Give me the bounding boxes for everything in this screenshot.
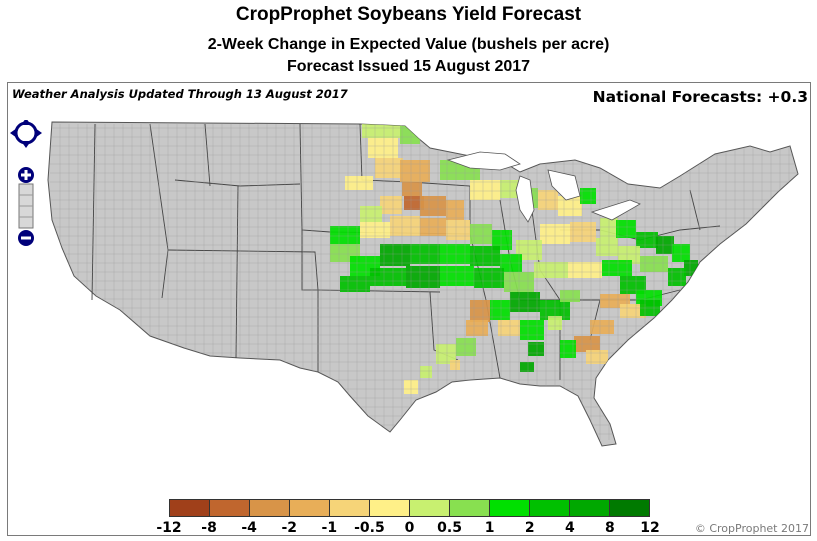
county-patch [446, 220, 470, 240]
county-patch [446, 200, 464, 220]
map-title: CropProphet Soybeans Yield Forecast [235, 4, 582, 25]
lake-michigan [515, 175, 535, 223]
legend-tick-label: -2 [281, 520, 298, 536]
county-patch [560, 340, 576, 358]
legend-tick-label: 4 [564, 520, 575, 536]
county-patch [590, 320, 614, 334]
legend-swatch [610, 500, 649, 516]
county-patch [560, 290, 580, 302]
county-patch [620, 304, 646, 318]
legend-swatch [570, 500, 610, 516]
weather-analysis-note: Weather Analysis Updated Through 13 Augu… [12, 87, 348, 101]
county-patch [602, 260, 632, 276]
county-patch [636, 232, 658, 248]
legend-tick-label: -8 [201, 520, 217, 536]
county-patch [466, 320, 488, 336]
county-patch [400, 160, 430, 182]
legend-swatch [530, 500, 570, 516]
legend-tick-label: 12 [640, 520, 660, 536]
county-patch [490, 300, 510, 320]
county-patch [340, 276, 370, 292]
legend-tick-label: -1 [321, 520, 338, 536]
county-patch [528, 342, 544, 356]
county-patch [470, 180, 500, 200]
county-patch [380, 244, 410, 266]
county-patch [370, 268, 406, 286]
legend-swatch [210, 500, 250, 516]
forecast-issued-date: Forecast Issued 15 August 2017 [286, 58, 531, 75]
legend-swatch [250, 500, 290, 516]
minus-icon[interactable] [18, 230, 34, 246]
plus-icon[interactable] [18, 167, 34, 183]
county-patch [596, 238, 618, 256]
legend-tick-label: 2 [524, 520, 535, 536]
county-patch [404, 196, 424, 210]
county-patch [436, 344, 456, 364]
county-patch [580, 188, 596, 204]
county-patch [362, 124, 402, 138]
county-patch [420, 366, 432, 378]
legend-swatch [490, 500, 530, 516]
legend-tick-label: 0 [404, 520, 415, 536]
legend-swatch [370, 500, 410, 516]
county-patch [440, 266, 474, 286]
legend-tick-label: 8 [605, 520, 615, 536]
map-navigation-control[interactable] [8, 120, 48, 260]
county-patch [345, 176, 373, 190]
county-patch [368, 138, 398, 158]
county-patch [450, 360, 460, 370]
county-patch [668, 268, 686, 286]
county-patch [406, 266, 440, 288]
legend-swatch [410, 500, 450, 516]
county-patch [330, 226, 360, 244]
county-patch [620, 276, 646, 294]
county-patch [420, 196, 446, 216]
county-patch [456, 338, 476, 356]
legend-tick-label: 1 [484, 520, 495, 536]
zoom-slider[interactable] [18, 183, 34, 229]
county-patch [375, 158, 403, 178]
pan-arrows-icon[interactable] [10, 120, 42, 148]
county-patch [684, 260, 698, 276]
county-patch [520, 320, 544, 340]
legend-swatch [170, 500, 210, 516]
legend-tick-label: -12 [156, 520, 182, 536]
county-patch [402, 182, 422, 196]
legend-swatch [450, 500, 490, 516]
county-patch [586, 350, 608, 364]
county-patch [510, 292, 540, 312]
legend-tick-label: -4 [241, 520, 257, 536]
county-patch [380, 196, 402, 214]
county-patch [400, 124, 420, 144]
county-patch [534, 262, 568, 278]
county-patch [568, 262, 602, 278]
county-patch [616, 220, 636, 238]
county-patch [498, 320, 520, 336]
color-legend [169, 499, 650, 517]
legend-tick-label: 0.5 [437, 520, 462, 536]
county-patch [474, 268, 504, 288]
county-patch [520, 362, 534, 372]
lake-superior [446, 151, 521, 171]
county-patch [470, 224, 492, 244]
county-patch [470, 300, 490, 322]
lake-erie [590, 199, 641, 221]
county-patch [390, 216, 420, 236]
lake-huron [547, 169, 581, 201]
legend-swatch [330, 500, 370, 516]
county-patch [360, 206, 382, 222]
legend-tick-label: -0.5 [354, 520, 385, 536]
legend-tick-labels: -12 -8 -4 -2 -1 -0.5 0 0.5 1 2 4 8 12 [0, 520, 817, 540]
copyright-notice: © CropProphet 2017 [694, 522, 809, 535]
county-patch [570, 222, 596, 242]
county-patch [618, 246, 640, 264]
county-patch [470, 246, 500, 266]
national-forecast-value: National Forecasts: +0.3 [592, 88, 808, 106]
legend-swatch [290, 500, 330, 516]
map-subtitle: 2-Week Change in Expected Value (bushels… [207, 36, 610, 53]
